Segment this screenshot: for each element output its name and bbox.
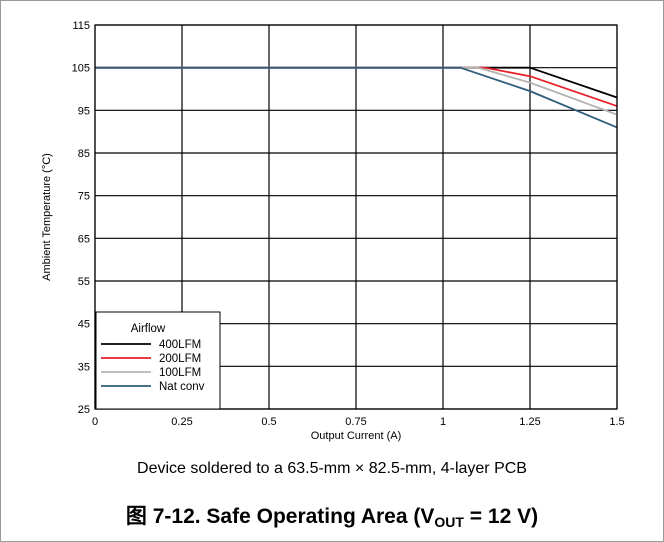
figure-title-prefix: 图 7-12. Safe Operating Area (V — [125, 505, 435, 528]
x-axis-title: Output Current (A) — [311, 430, 401, 442]
legend-label: Nat conv — [159, 381, 205, 393]
x-tick-label: 0.25 — [171, 416, 192, 428]
figure-title: 图 7-12. Safe Operating Area (VOUT = 12 V… — [0, 500, 664, 530]
y-tick-label: 115 — [72, 20, 90, 32]
y-tick-label: 25 — [78, 404, 90, 416]
figure-caption: Device soldered to a 63.5-mm × 82.5-mm, … — [137, 460, 527, 477]
legend-label: 100LFM — [159, 367, 201, 379]
plot-border — [94, 24, 618, 410]
figure-title-suffix: = 12 V) — [463, 505, 539, 528]
y-tick-label: 65 — [78, 233, 90, 245]
y-tick-label: 55 — [78, 276, 90, 288]
x-tick-label: 1.5 — [609, 416, 624, 428]
legend-label: 400LFM — [159, 339, 201, 351]
legend: Airflow 400LFM 200LFM 100LFM Nat conv — [95, 311, 221, 410]
legend-entries: 400LFM 200LFM 100LFM Nat conv — [101, 339, 205, 393]
legend-title: Airflow — [131, 323, 166, 335]
legend-label: 200LFM — [159, 353, 201, 365]
legend-box — [95, 311, 221, 410]
y-tick-label: 35 — [78, 361, 90, 373]
safe-operating-area-chart: 0 0.25 0.5 0.75 1 1.25 1.5 25 35 45 55 65 75 85 95 105 1… — [41, 20, 625, 442]
series-line-nat-conv — [95, 66, 618, 129]
figure-title-subscript: OUT — [434, 514, 464, 530]
x-tick-label: 0.75 — [345, 416, 366, 428]
x-tick-label: 1 — [440, 416, 446, 428]
tick-labels: 0 0.25 0.5 0.75 1 1.25 1.5 25 35 45 55 65 75 85 95 105 1… — [72, 20, 625, 428]
y-tick-label: 105 — [72, 63, 90, 75]
y-tick-label: 45 — [78, 319, 90, 331]
x-tick-label: 0 — [92, 416, 98, 428]
series-lines — [95, 66, 618, 129]
y-axis-title: Ambient Temperature (°C) — [41, 153, 53, 281]
y-tick-label: 95 — [78, 105, 90, 117]
y-tick-label: 85 — [78, 148, 90, 160]
y-tick-label: 75 — [78, 191, 90, 203]
x-tick-label: 0.5 — [261, 416, 276, 428]
x-tick-label: 1.25 — [519, 416, 540, 428]
